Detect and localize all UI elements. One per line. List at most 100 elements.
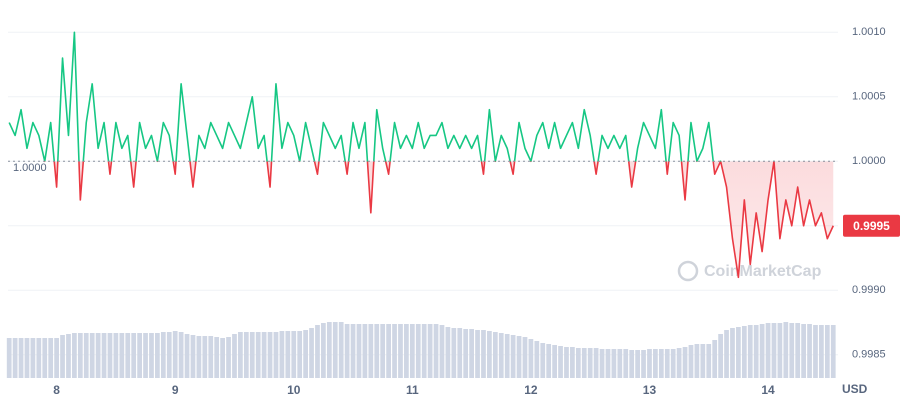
volume-bar: [795, 323, 801, 378]
volume-bar: [386, 324, 391, 378]
volume-bar: [119, 333, 125, 378]
volume-bar: [95, 333, 101, 378]
volume-bar: [303, 330, 308, 378]
volume-bar: [297, 331, 303, 378]
volume-bar: [487, 331, 492, 378]
volume-bar: [570, 347, 575, 378]
volume-bar: [653, 349, 658, 378]
volume-bar: [759, 324, 765, 378]
watermark: CoinMarketCap: [677, 260, 822, 282]
volume-bar: [587, 348, 593, 378]
price-line: [8, 31, 834, 279]
volume-bar: [415, 324, 421, 378]
volume-bar: [143, 333, 148, 378]
x-tick-label: 9: [172, 383, 179, 397]
volume-bar: [564, 347, 569, 378]
volume-bar: [807, 324, 812, 378]
volume-bar: [160, 332, 166, 378]
volume-bar: [676, 348, 682, 378]
volume-bar: [824, 325, 830, 378]
volume-bar: [433, 324, 439, 378]
volume-bar: [641, 350, 646, 378]
volume-bar: [404, 324, 409, 378]
volume-bar: [658, 349, 664, 378]
volume-bar: [24, 338, 30, 378]
volume-bar: [451, 328, 457, 378]
y-tick-label: 1.0005: [852, 91, 886, 103]
volume-bar: [374, 324, 380, 378]
x-tick-label: 13: [643, 383, 657, 397]
volume-bar: [777, 323, 783, 378]
x-tick-label: 11: [406, 383, 419, 397]
volume-bar: [635, 350, 640, 378]
volume-bar: [783, 322, 789, 378]
volume-bar: [581, 348, 587, 378]
volume-bar: [664, 349, 670, 378]
volume-bar: [380, 324, 386, 378]
volume-bar: [226, 337, 231, 378]
volume-bar: [107, 333, 113, 378]
volume-bar: [445, 327, 451, 378]
last-price-tag: [843, 214, 900, 237]
volume-bar: [131, 333, 137, 378]
volume-bar: [706, 344, 712, 378]
volume-bar: [77, 333, 83, 378]
volume-bar: [309, 328, 314, 378]
volume-bar: [356, 324, 362, 378]
volume-bar: [712, 340, 718, 378]
volume-bar: [137, 333, 142, 378]
volume-bar: [279, 331, 285, 378]
volume-bar: [18, 338, 24, 378]
volume-bar: [475, 330, 480, 378]
volume-bar: [427, 324, 433, 378]
volume-bar: [315, 325, 320, 378]
volume-bar: [813, 325, 818, 378]
x-tick-label: 14: [761, 383, 775, 397]
volume-bar: [647, 349, 652, 378]
volume-bar: [66, 334, 71, 378]
volume-bar: [421, 324, 427, 378]
volume-bar: [149, 333, 154, 378]
volume-bar: [724, 330, 729, 378]
volume-bar: [72, 333, 77, 378]
volume-bar: [789, 323, 795, 378]
volume-bar: [741, 326, 747, 378]
volume-bar: [629, 350, 635, 378]
y-tick-label: 0.9990: [852, 284, 886, 296]
price-area: [9, 32, 834, 278]
volume-bar: [481, 330, 486, 378]
unit-label: USD: [842, 382, 868, 396]
volume-bar: [30, 338, 36, 378]
volume-bar: [700, 344, 706, 378]
volume-bar: [83, 333, 89, 378]
volume-bar: [599, 349, 605, 378]
volume-bar: [190, 335, 196, 378]
volume-bar: [611, 349, 617, 378]
volume-bar: [736, 327, 741, 378]
volume-bar: [261, 332, 267, 378]
last-price-label: 0.9995: [853, 219, 890, 233]
volume-bar: [623, 349, 629, 378]
volume-bar: [398, 324, 403, 378]
volume-bar: [12, 338, 18, 378]
volume-bar: [125, 333, 131, 378]
volume-bar: [617, 349, 623, 378]
volume-bar: [368, 324, 374, 378]
volume-bar: [575, 348, 581, 378]
volume-bar: [516, 336, 522, 378]
volume-bar: [528, 339, 534, 378]
watermark-logo: [677, 260, 699, 282]
volume-bar: [113, 333, 119, 378]
volume-bar: [540, 343, 546, 378]
volume-bar: [202, 336, 208, 378]
volume-bar: [350, 324, 356, 378]
volume-bar: [522, 337, 528, 378]
volume-bar: [392, 324, 397, 378]
volume-bar: [285, 331, 291, 378]
volume-bar: [510, 335, 516, 378]
x-tick-label: 12: [524, 383, 538, 397]
volume-bar: [765, 323, 771, 378]
y-tick-label: 0.9985: [852, 349, 886, 361]
volume-bar: [60, 335, 65, 378]
